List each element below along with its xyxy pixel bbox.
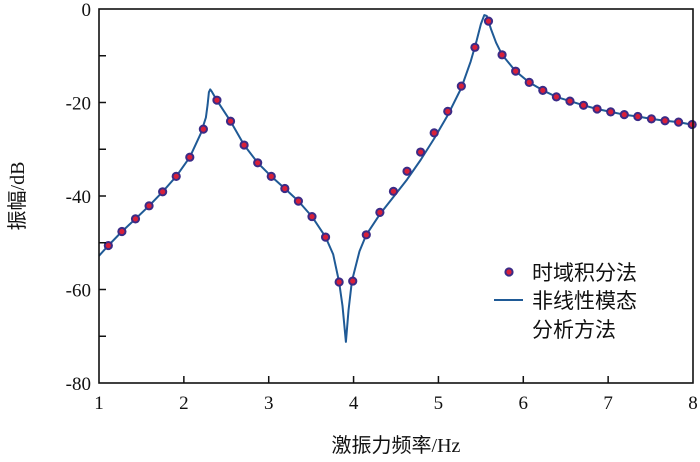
data-point-time-domain — [361, 230, 371, 240]
data-point-time-domain — [483, 16, 494, 26]
y-tick-label: -20 — [66, 94, 91, 115]
data-point-time-domain — [239, 140, 249, 150]
x-tick-label: 3 — [264, 393, 274, 414]
data-point-time-domain — [551, 92, 561, 102]
data-point-time-domain — [266, 171, 276, 181]
data-point-time-domain — [212, 95, 222, 105]
y-tick-label: 0 — [82, 0, 92, 21]
data-point-time-domain — [375, 207, 385, 217]
legend: 时域积分法 非线性模态 分析方法 — [494, 261, 637, 342]
x-tick-label: 2 — [179, 393, 189, 414]
data-point-time-domain — [578, 100, 589, 110]
data-point-time-domain — [144, 201, 154, 211]
data-point-time-domain — [117, 226, 127, 237]
y-tick-label: -40 — [66, 187, 91, 208]
data-point-time-domain — [320, 232, 331, 242]
data-point-time-domain — [307, 211, 317, 222]
y-tick-label: -60 — [66, 281, 91, 302]
data-point-time-domain — [511, 66, 521, 76]
data-point-time-domain — [185, 152, 195, 162]
data-point-time-domain — [429, 128, 439, 138]
data-point-time-domain — [103, 240, 113, 251]
x-axis-label: 激振力频率/Hz — [332, 434, 461, 457]
data-point-time-domain — [416, 147, 426, 157]
data-point-time-domain — [293, 196, 304, 206]
x-tick-label: 7 — [603, 393, 613, 414]
legend-label-line-1: 非线性模态 — [532, 289, 637, 313]
x-tick-label: 8 — [688, 393, 698, 414]
legend-label-line-2: 分析方法 — [532, 318, 616, 342]
legend-label-scatter: 时域积分法 — [532, 261, 637, 285]
data-point-time-domain — [158, 187, 168, 197]
axis-ticks: 1 2 3 4 5 6 7 8 0 -20 -40 -60 -80 — [66, 0, 698, 414]
data-point-time-domain — [687, 119, 697, 130]
data-point-time-domain — [388, 186, 399, 196]
data-point-time-domain — [253, 158, 263, 168]
data-point-time-domain — [280, 183, 290, 194]
data-point-time-domain — [538, 85, 548, 95]
data-point-time-domain — [619, 110, 629, 120]
data-point-time-domain — [225, 116, 236, 126]
data-point-time-domain — [198, 124, 208, 134]
y-axis-label: 振幅/dB — [6, 162, 29, 231]
data-point-time-domain — [171, 171, 181, 181]
data-point-time-domain — [402, 166, 412, 176]
data-point-time-domain — [660, 116, 670, 126]
data-point-time-domain — [470, 42, 480, 52]
data-point-time-domain — [592, 104, 602, 114]
data-point-time-domain — [646, 114, 657, 124]
data-point-time-domain — [524, 77, 534, 87]
data-point-time-domain — [565, 96, 575, 106]
plot-marks — [98, 14, 697, 343]
data-point-time-domain — [443, 106, 453, 116]
data-point-time-domain — [497, 50, 507, 60]
data-point-time-domain — [606, 107, 616, 117]
data-point-time-domain — [348, 276, 358, 286]
x-tick-label: 1 — [94, 393, 104, 414]
data-point-time-domain — [456, 81, 466, 91]
y-tick-label: -80 — [66, 374, 91, 395]
data-point-time-domain — [334, 277, 344, 287]
data-point-time-domain — [633, 111, 643, 122]
x-tick-label: 5 — [434, 393, 444, 414]
legend-marker-scatter — [504, 267, 514, 277]
data-point-time-domain — [130, 214, 141, 224]
x-tick-label: 6 — [519, 393, 529, 414]
x-tick-label: 4 — [349, 393, 359, 414]
data-point-time-domain — [673, 117, 684, 127]
